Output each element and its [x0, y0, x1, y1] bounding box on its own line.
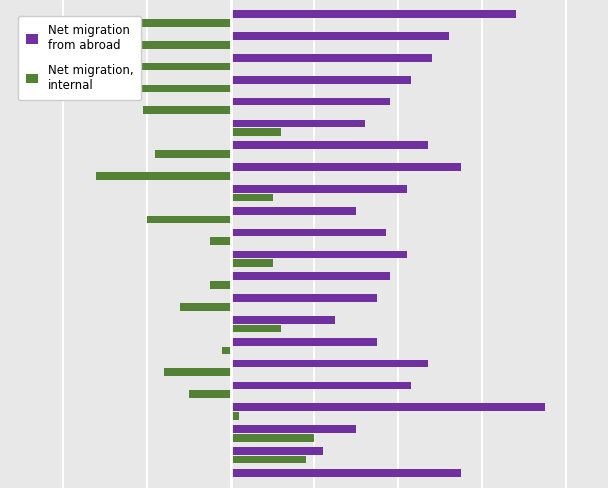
Bar [188, 390, 230, 398]
Bar [230, 425, 356, 433]
Bar [230, 382, 411, 389]
Bar [230, 404, 545, 411]
Bar [210, 281, 230, 289]
Bar [105, 63, 230, 70]
Bar [155, 150, 230, 158]
Bar [230, 98, 390, 105]
Bar [230, 32, 449, 40]
Bar [230, 142, 427, 149]
Bar [230, 434, 314, 442]
Bar [230, 294, 378, 302]
Bar [164, 368, 230, 376]
Bar [230, 250, 407, 258]
Bar [113, 84, 230, 92]
Bar [230, 194, 272, 202]
Bar [230, 456, 306, 464]
Bar [230, 259, 272, 267]
Bar [230, 229, 385, 236]
Bar [230, 120, 365, 127]
Bar [147, 216, 230, 223]
Bar [181, 303, 230, 310]
Bar [92, 19, 230, 27]
Bar [126, 41, 230, 49]
Bar [230, 54, 432, 61]
Bar [230, 360, 427, 367]
Bar [223, 346, 230, 354]
Bar [230, 412, 239, 420]
Bar [230, 185, 407, 193]
Bar [230, 10, 516, 18]
Bar [230, 447, 323, 455]
Bar [230, 76, 411, 83]
Bar [230, 163, 461, 171]
Legend: Net migration
from abroad, Net migration,
internal: Net migration from abroad, Net migration… [18, 16, 142, 100]
Bar [230, 272, 390, 280]
Bar [230, 128, 281, 136]
Bar [230, 469, 461, 477]
Bar [230, 338, 378, 346]
Bar [210, 238, 230, 245]
Bar [230, 325, 281, 332]
Bar [230, 316, 336, 324]
Bar [97, 172, 230, 180]
Bar [142, 106, 230, 114]
Bar [230, 207, 356, 215]
